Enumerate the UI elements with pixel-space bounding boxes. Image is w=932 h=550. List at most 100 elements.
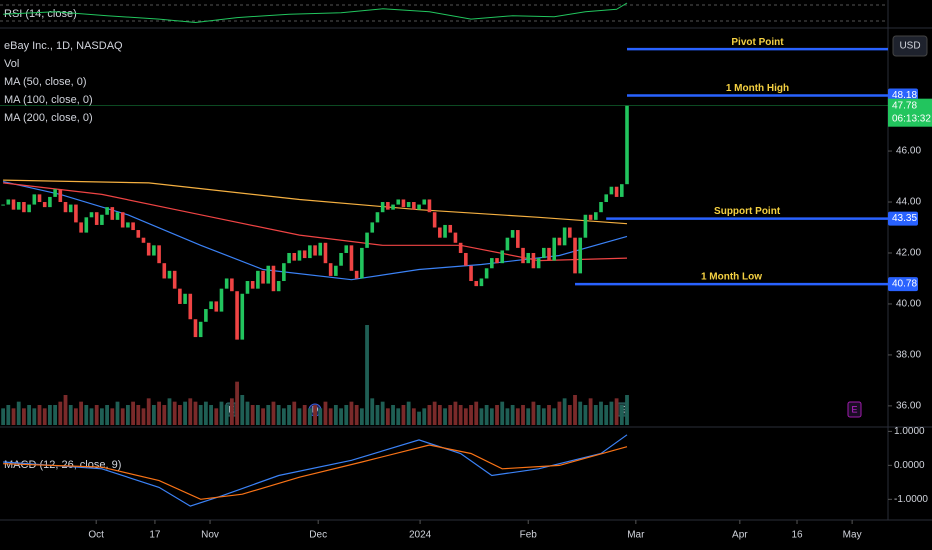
candle-body <box>105 207 109 215</box>
x-tick-label: Mar <box>627 530 645 541</box>
volume-bar <box>74 408 78 425</box>
volume-bar <box>292 401 297 425</box>
candle-body <box>172 270 177 289</box>
candle-body <box>625 105 629 185</box>
candle-body <box>68 204 73 213</box>
candle-body <box>204 309 208 322</box>
moving-average-line <box>3 182 628 262</box>
volume-bar <box>193 401 198 425</box>
volume-bar <box>583 405 588 425</box>
volume-bar <box>448 405 453 425</box>
volume-bar <box>131 401 135 425</box>
currency-button[interactable] <box>892 35 928 57</box>
volume-bar <box>32 408 37 425</box>
level-label: Pivot Point <box>731 37 784 48</box>
volume-bar <box>521 405 525 425</box>
candle-body <box>583 214 588 238</box>
volume-bar <box>552 408 557 425</box>
volume-bar <box>328 408 333 425</box>
volume-bar <box>619 405 624 425</box>
volume-bar <box>411 408 416 425</box>
legend-ma: MA (100, close, 0) <box>4 94 93 106</box>
volume-bar <box>110 408 115 425</box>
candle-body <box>562 227 567 246</box>
volume-bar <box>427 405 432 425</box>
candle-body <box>115 212 120 220</box>
candle-body <box>427 199 432 213</box>
x-tick-label: Dec <box>309 530 327 541</box>
candle-body <box>412 202 416 210</box>
candle-body <box>27 204 31 213</box>
event-label: E <box>851 404 857 414</box>
current-price-label: 47.78 <box>892 100 917 111</box>
candle-body <box>224 278 229 289</box>
volume-bar <box>255 405 260 425</box>
volume-bar <box>172 401 177 425</box>
volume-bar <box>380 401 385 425</box>
candle-body <box>89 212 94 218</box>
macd-line <box>3 434 628 507</box>
volume-bar <box>115 401 120 425</box>
volume-bar <box>370 398 375 425</box>
volume-bar <box>469 405 473 425</box>
x-tick-label: Oct <box>88 530 104 541</box>
volume-bar <box>37 405 42 425</box>
candle-body <box>126 222 130 228</box>
volume-bar <box>422 408 427 425</box>
volume-bar <box>443 408 447 425</box>
candle-body <box>22 202 26 213</box>
currency[interactable]: USD <box>899 41 920 52</box>
candle-body <box>443 224 447 238</box>
volume-bar <box>68 405 73 425</box>
volume-bar <box>146 398 151 425</box>
y-tick-label: 44.00 <box>896 197 921 208</box>
volume-bar <box>313 405 317 425</box>
candle-body <box>365 232 369 248</box>
volume-bar <box>167 398 172 425</box>
candle-body <box>505 237 510 251</box>
volume-bar <box>567 405 572 425</box>
candle-body <box>42 202 47 208</box>
volume-bar <box>297 408 302 425</box>
candle-body <box>568 227 572 238</box>
candle-body <box>510 230 515 238</box>
candle-body <box>193 319 198 338</box>
volume-bar <box>505 408 510 425</box>
price-badge-label: 43.35 <box>892 213 917 224</box>
volume-bar <box>11 408 16 425</box>
candle-body <box>292 252 297 261</box>
candle-body <box>334 265 338 276</box>
candle-body <box>609 186 614 195</box>
candle-body <box>604 194 609 203</box>
candle-body <box>344 245 349 253</box>
candle-body <box>16 202 21 210</box>
candle-body <box>547 247 551 261</box>
candle-body <box>432 212 437 228</box>
volume-bar <box>354 405 359 425</box>
volume-bar <box>157 401 161 425</box>
candle-body <box>401 199 406 208</box>
volume-bar <box>484 405 489 425</box>
candle-body <box>573 237 577 274</box>
volume-bar <box>614 398 619 425</box>
volume-bar <box>271 401 276 425</box>
candle-body <box>323 242 328 264</box>
volume-bar <box>229 398 234 425</box>
candle-body <box>141 237 146 243</box>
event-icon[interactable] <box>847 401 862 418</box>
x-tick-label: 16 <box>791 530 803 541</box>
candle-body <box>396 199 401 205</box>
rsi-label: RSI (14, close) <box>4 8 77 20</box>
volume-bar <box>22 408 26 425</box>
volume-bar <box>27 405 32 425</box>
level-label: Support Point <box>714 206 781 217</box>
volume-bar <box>609 401 614 425</box>
candle-body <box>458 242 463 253</box>
candle-body <box>276 281 281 292</box>
volume-bar <box>48 405 52 425</box>
candle-body <box>526 252 531 264</box>
volume-bar <box>453 401 458 425</box>
volume-bar <box>250 405 255 425</box>
volume-bar <box>349 401 354 425</box>
volume-bar <box>287 405 291 425</box>
